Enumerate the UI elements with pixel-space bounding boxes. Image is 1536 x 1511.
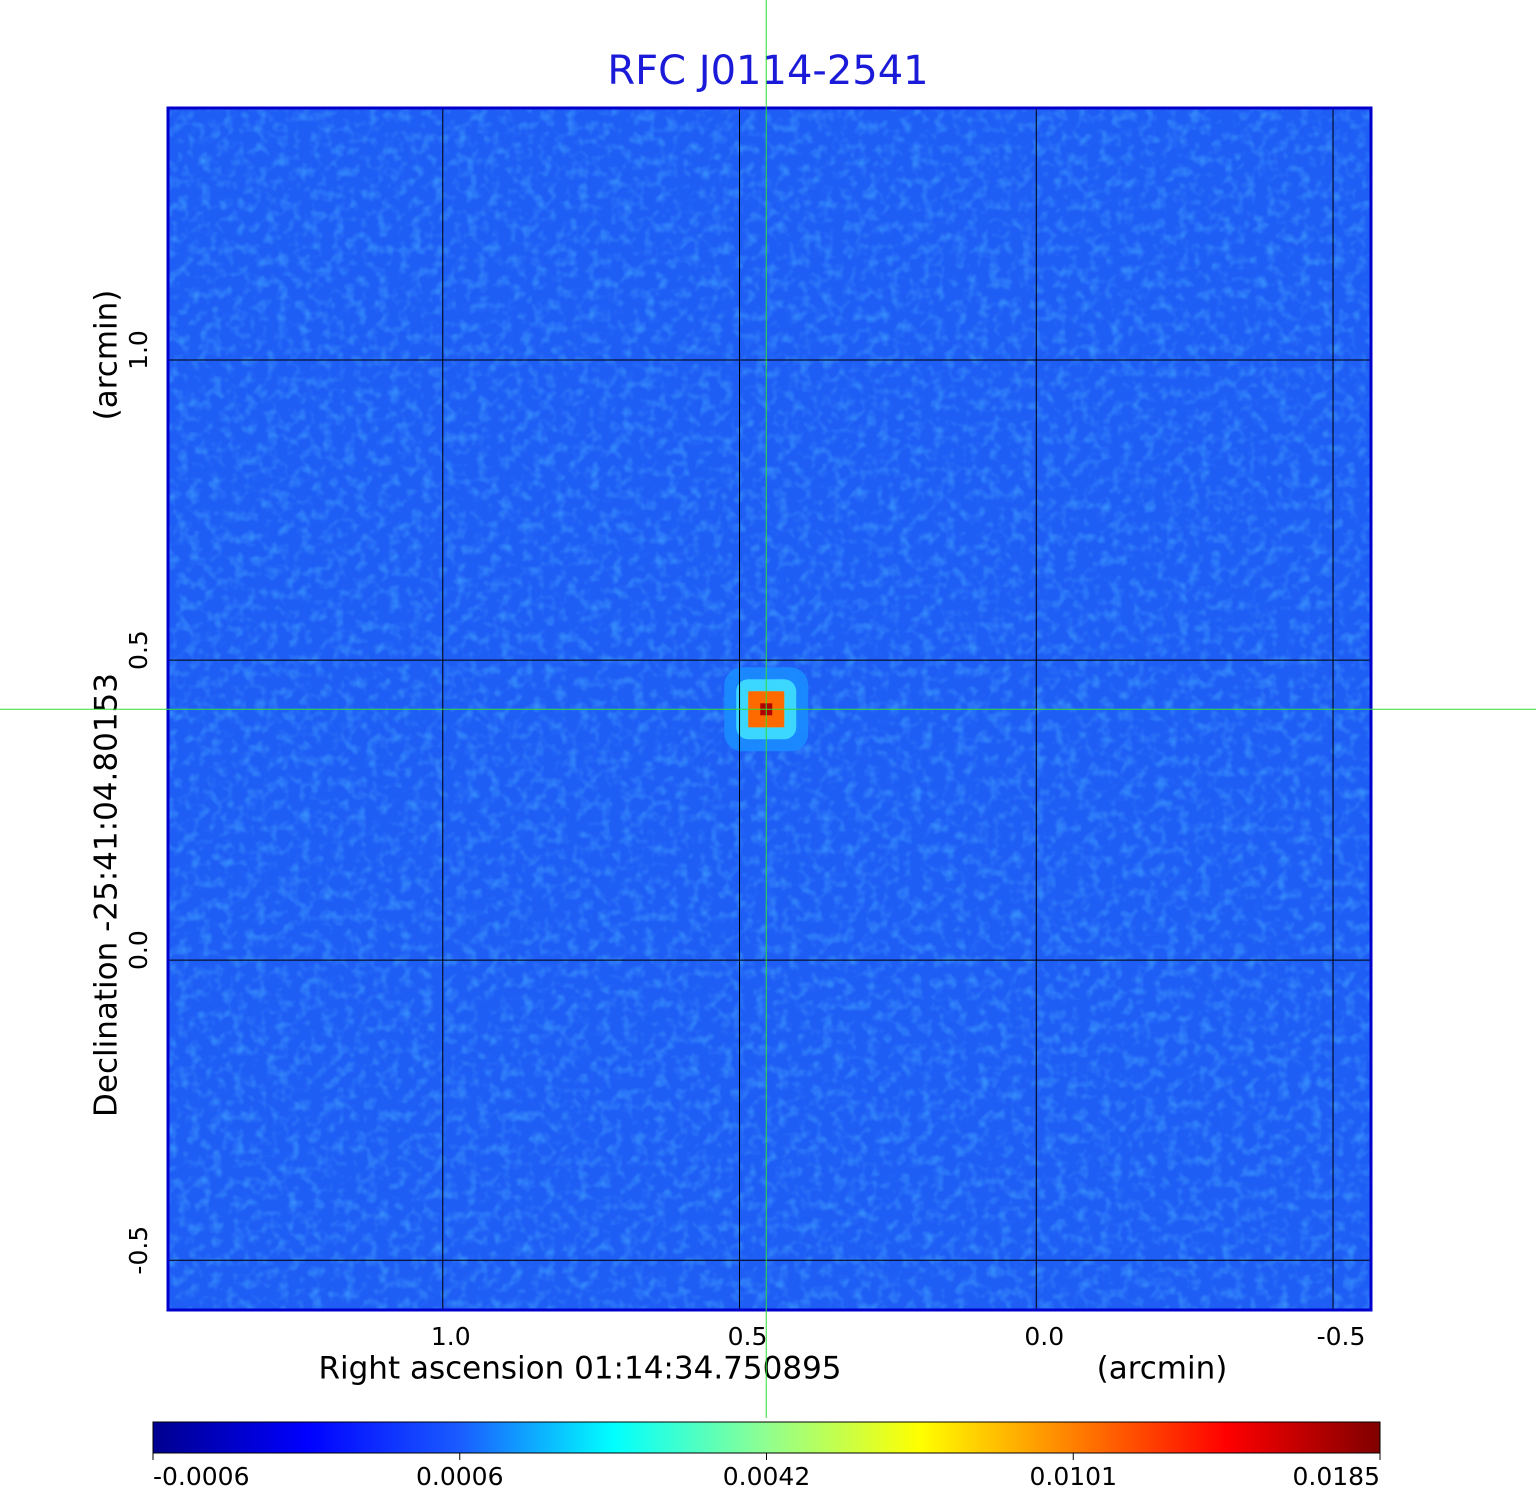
y-tick-label: -0.5	[124, 1226, 153, 1275]
x-tick-label: 0.5	[728, 1322, 768, 1351]
y-tick-label: 0.5	[124, 630, 153, 670]
y-tick-label: 1.0	[124, 330, 153, 370]
colorbar-tick-label: -0.0006	[153, 1462, 250, 1491]
x-axis-unit: (arcmin)	[1097, 1351, 1228, 1387]
chart-title: RFC J0114-2541	[607, 48, 928, 94]
colorbar-tick-label: 0.0185	[1293, 1462, 1380, 1491]
x-tick-label: 1.0	[431, 1322, 471, 1351]
y-axis-label: Declination -25:41:04.80153	[89, 673, 125, 1117]
y-axis-unit: (arcmin)	[89, 290, 125, 421]
colorbar-tick-label: 0.0101	[1030, 1462, 1117, 1491]
x-axis-label: Right ascension 01:14:34.750895	[318, 1351, 841, 1387]
colorbar	[152, 1421, 1381, 1454]
colorbar-tick-label: 0.0042	[723, 1462, 810, 1491]
x-tick-label: -0.5	[1317, 1322, 1366, 1351]
x-tick-label: 0.0	[1024, 1322, 1064, 1351]
colorbar-tick-label: 0.0006	[416, 1462, 503, 1491]
y-tick-label: 0.0	[124, 930, 153, 970]
